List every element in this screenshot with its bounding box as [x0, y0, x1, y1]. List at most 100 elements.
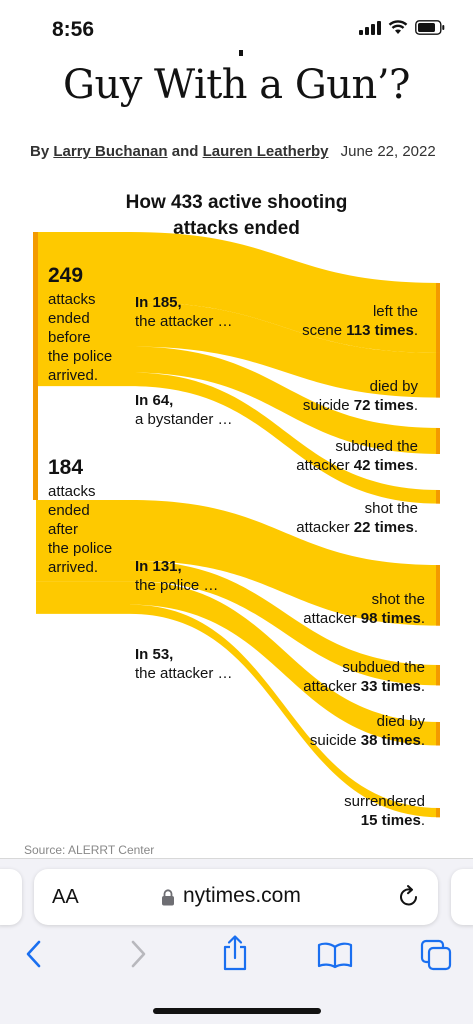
actor-count: In 185, — [135, 294, 182, 311]
flow-shot-98 — [130, 500, 440, 626]
actor-count: In 131, — [135, 558, 182, 575]
flow-bystander-64 — [36, 346, 130, 387]
byline-prefix: By — [30, 143, 50, 160]
group-before-line: attacks — [48, 291, 96, 308]
outcome-count: 15 times — [360, 812, 421, 829]
outcome-label: subdued the attacker 42 times. — [296, 438, 418, 474]
outcome-line-1: died by — [376, 713, 425, 730]
outcome-line-1: surrendered — [344, 793, 425, 810]
outcome-label: surrendered 15 times. — [344, 793, 425, 829]
byline-and: and — [171, 143, 199, 160]
author-link-1[interactable]: Larry Buchanan — [53, 143, 168, 160]
outcome-line-1: subdued the — [342, 659, 425, 676]
actor-label: In 64, a bystander … — [135, 391, 233, 429]
lock-icon — [162, 889, 174, 906]
sankey-flows — [36, 232, 440, 818]
outcome-line-2: attacker — [296, 457, 350, 474]
wifi-icon — [388, 20, 408, 34]
status-time: 8:56 — [52, 18, 95, 41]
outcome-line-2: suicide — [302, 397, 350, 414]
actor-label: In 53, the attacker … — [135, 645, 233, 683]
outcome-end-bar — [436, 428, 440, 454]
outcome-label: shot the attacker 22 times. — [296, 500, 418, 536]
outcome-label: left the scene 113 times. — [302, 303, 418, 339]
flow-died-suicide-38 — [130, 581, 440, 746]
signal-icon — [359, 20, 381, 35]
group-before-line: ended — [48, 310, 90, 327]
headline: Guy With a Gun’? — [63, 62, 410, 108]
actor-label: In 131, the police … — [135, 557, 218, 595]
actor-desc: the attacker … — [135, 665, 233, 682]
flow-police-131 — [36, 500, 130, 582]
source-node-bar — [33, 232, 38, 500]
flow-surrendered-15 — [130, 604, 440, 818]
outcome-line-1: shot the — [364, 500, 418, 517]
group-after-text: attacks ended after the police arrived. — [48, 482, 112, 577]
author-link-2[interactable]: Lauren Leatherby — [202, 143, 329, 160]
actor-desc: the attacker … — [135, 313, 233, 330]
previous-tab-card[interactable] — [0, 869, 22, 925]
battery-icon — [415, 20, 445, 35]
flow-subdued-42 — [130, 346, 440, 454]
group-after-line: ended — [48, 502, 90, 519]
outcome-end-bar — [436, 283, 440, 353]
outcome-count: 72 times — [353, 397, 414, 414]
tabs-icon[interactable] — [420, 939, 452, 971]
outcome-end-bar — [436, 490, 440, 504]
group-after-line: after — [48, 521, 79, 538]
outcome-count: 42 times — [353, 457, 414, 474]
outcome-end-bar — [436, 565, 440, 626]
outcome-line-2: attacker — [296, 519, 350, 536]
actor-desc: the police … — [135, 577, 219, 594]
publish-date: June 22, 2022 — [340, 143, 436, 160]
flow-subdued-33 — [130, 560, 440, 686]
chart-source: Source: ALERRT Center — [24, 843, 155, 857]
bookmarks-icon[interactable] — [317, 941, 353, 969]
actor-label: In 185, the attacker … — [135, 293, 233, 331]
back-icon[interactable] — [24, 938, 44, 970]
outcome-end-bar — [436, 665, 440, 686]
outcome-count: 33 times — [360, 678, 421, 695]
outcome-end-bar — [436, 353, 440, 398]
outcome-end-bar — [436, 808, 440, 818]
chart-title: How 433 active shooting attacks ended — [0, 190, 473, 242]
group-after-value: 184 — [48, 456, 84, 479]
group-after-line: the police — [48, 540, 113, 557]
share-icon[interactable] — [220, 934, 250, 972]
headline-fragment-mark — [239, 50, 243, 56]
group-before-value: 249 — [48, 264, 84, 287]
outcome-count: 38 times — [360, 732, 421, 749]
outcome-line-1: died by — [369, 378, 418, 395]
next-tab-card[interactable] — [451, 869, 473, 925]
outcome-line-2: attacker — [303, 610, 357, 627]
outcome-label: shot the attacker 98 times. — [303, 591, 425, 627]
outcome-count: 22 times — [353, 519, 414, 536]
outcome-end-bar — [436, 722, 440, 746]
outcome-label: subdued the attacker 33 times. — [303, 659, 425, 695]
url-text[interactable]: nytimes.com — [183, 884, 301, 907]
outcome-line-2: attacker — [303, 678, 357, 695]
outcome-line-1: subdued the — [335, 438, 418, 455]
outcome-line-1: left the — [372, 303, 418, 320]
group-before-text: attacks ended before the police arrived. — [48, 290, 112, 385]
forward-icon[interactable] — [128, 938, 148, 970]
reader-options-button[interactable]: AA — [52, 886, 79, 908]
chart-title-line-1: How 433 active shooting — [125, 192, 348, 213]
byline: By Larry Buchanan and Lauren Leatherby J… — [30, 143, 436, 160]
flow-shot-22 — [130, 372, 440, 504]
status-bar: 8:56 — [0, 0, 473, 60]
address-bar[interactable] — [34, 869, 438, 925]
reload-icon[interactable] — [398, 884, 420, 908]
actor-count: In 53, — [135, 646, 174, 663]
status-icons — [359, 20, 445, 35]
group-after-line: attacks — [48, 483, 96, 500]
flow-died-suicide-72 — [130, 301, 440, 398]
group-before-line: arrived. — [48, 367, 99, 384]
chart-title-line-2: attacks ended — [173, 218, 300, 239]
home-indicator — [153, 1008, 321, 1014]
group-after-line: arrived. — [48, 559, 99, 576]
actor-count: In 64, — [135, 392, 174, 409]
group-before-line: before — [48, 329, 91, 346]
flow-attacker-53 — [36, 581, 130, 614]
group-before-line: the police — [48, 348, 113, 365]
